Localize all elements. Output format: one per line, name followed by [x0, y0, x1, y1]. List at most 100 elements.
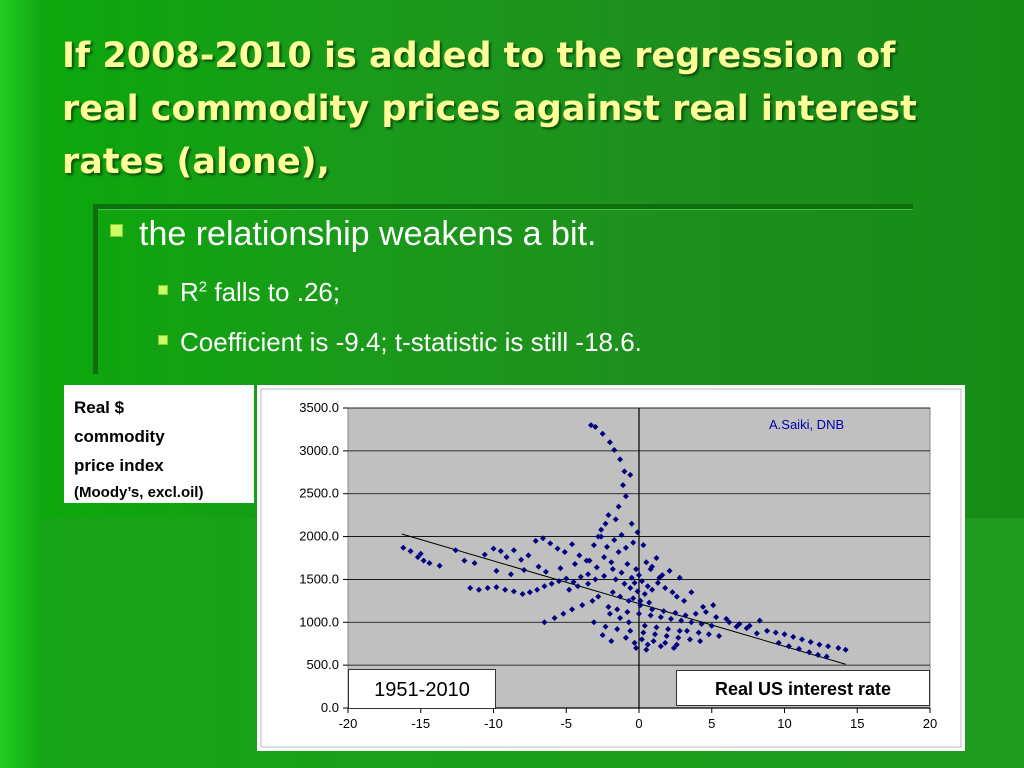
- data-point: [681, 597, 688, 604]
- data-point: [630, 595, 637, 602]
- data-point: [521, 567, 528, 573]
- data-point: [634, 588, 641, 595]
- data-point: [490, 545, 497, 552]
- data-point: [471, 560, 478, 567]
- data-point: [593, 564, 600, 571]
- data-point: [592, 423, 599, 430]
- data-point: [665, 626, 672, 633]
- divider-vertical: [93, 204, 98, 374]
- data-point: [426, 560, 433, 567]
- data-point: [622, 634, 629, 641]
- data-point: [548, 580, 555, 587]
- data-point: [705, 631, 712, 638]
- data-point: [641, 622, 648, 629]
- y-tick-label: 3500.0: [299, 400, 339, 415]
- y-axis-label-line-4: (Moody’s, excl.oil): [74, 484, 204, 501]
- data-point: [624, 609, 631, 615]
- data-point: [823, 653, 830, 660]
- data-point: [816, 641, 823, 648]
- data-point: [590, 542, 597, 549]
- data-point: [507, 571, 514, 578]
- data-point: [649, 563, 656, 570]
- data-point: [814, 651, 821, 658]
- data-point: [570, 579, 577, 585]
- x-tick-label: 20: [923, 716, 937, 731]
- data-point: [541, 619, 548, 626]
- y-tick-label: 1000.0: [299, 614, 339, 629]
- y-axis-label-box: Real $ commodity price index (Moody’s, e…: [64, 385, 254, 503]
- data-point: [615, 549, 622, 555]
- data-point: [654, 579, 661, 586]
- data-point: [723, 615, 730, 622]
- data-point: [628, 520, 635, 527]
- data-point: [407, 548, 414, 555]
- data-point: [563, 575, 570, 582]
- data-point: [636, 572, 642, 579]
- square-bullet-icon: [158, 285, 168, 295]
- data-point: [638, 636, 645, 643]
- data-point: [825, 643, 832, 650]
- period-label: 1951-2010: [348, 669, 496, 709]
- data-point: [666, 567, 673, 574]
- data-point: [692, 610, 699, 617]
- data-point: [611, 447, 618, 453]
- data-point: [612, 516, 619, 523]
- data-point: [595, 593, 602, 600]
- data-points: [400, 422, 849, 660]
- data-point: [643, 559, 650, 566]
- data-point: [698, 621, 705, 627]
- slide-title-main: If 2008-2010 is added to the regression …: [62, 36, 917, 182]
- data-point: [631, 579, 638, 586]
- y-tick-label: 0.0: [321, 700, 339, 715]
- data-point: [560, 610, 567, 617]
- data-point: [493, 584, 500, 591]
- data-point: [601, 554, 608, 561]
- data-point: [676, 574, 683, 581]
- data-point: [618, 531, 625, 538]
- data-point: [493, 567, 500, 574]
- data-point: [590, 619, 597, 626]
- data-point: [806, 649, 813, 656]
- data-point: [675, 634, 682, 641]
- data-point: [579, 602, 586, 609]
- data-point: [481, 551, 488, 558]
- data-point: [606, 610, 613, 617]
- bullet-text-2-rest: falls to .26;: [207, 277, 341, 307]
- data-point: [400, 544, 407, 551]
- data-point: [595, 533, 602, 540]
- data-point: [461, 557, 468, 564]
- data-point: [585, 571, 592, 578]
- data-point: [576, 552, 583, 559]
- trend-line: [401, 533, 846, 665]
- data-point: [669, 589, 676, 596]
- data-point: [657, 614, 664, 621]
- data-point: [842, 646, 849, 653]
- data-point: [609, 566, 616, 573]
- square-bullet-icon: [158, 335, 168, 345]
- data-point: [617, 593, 624, 600]
- slide-title-paren: (alone),: [176, 142, 330, 182]
- data-point: [682, 612, 689, 619]
- data-point: [668, 615, 675, 622]
- data-point: [697, 638, 704, 645]
- data-point: [541, 583, 548, 590]
- data-point: [625, 597, 632, 604]
- y-axis-label-line-2: commodity: [74, 427, 165, 446]
- data-point: [611, 537, 618, 543]
- data-point: [796, 645, 803, 652]
- data-point: [555, 578, 562, 585]
- data-point: [622, 544, 629, 551]
- data-point: [569, 541, 576, 548]
- x-tick-label: -20: [339, 716, 358, 731]
- credit-text: A.Saiki, DNB: [769, 417, 844, 432]
- data-point: [475, 586, 482, 593]
- slide-title: If 2008-2010 is added to the regression …: [62, 30, 962, 189]
- data-point: [746, 622, 753, 629]
- data-point: [637, 597, 644, 604]
- bullet-item-3: Coefficient is -9.4; t-statistic is stil…: [158, 327, 642, 358]
- data-point: [775, 639, 782, 646]
- data-point: [702, 609, 709, 615]
- data-point: [644, 583, 651, 590]
- data-point: [631, 639, 638, 646]
- data-point: [599, 632, 606, 639]
